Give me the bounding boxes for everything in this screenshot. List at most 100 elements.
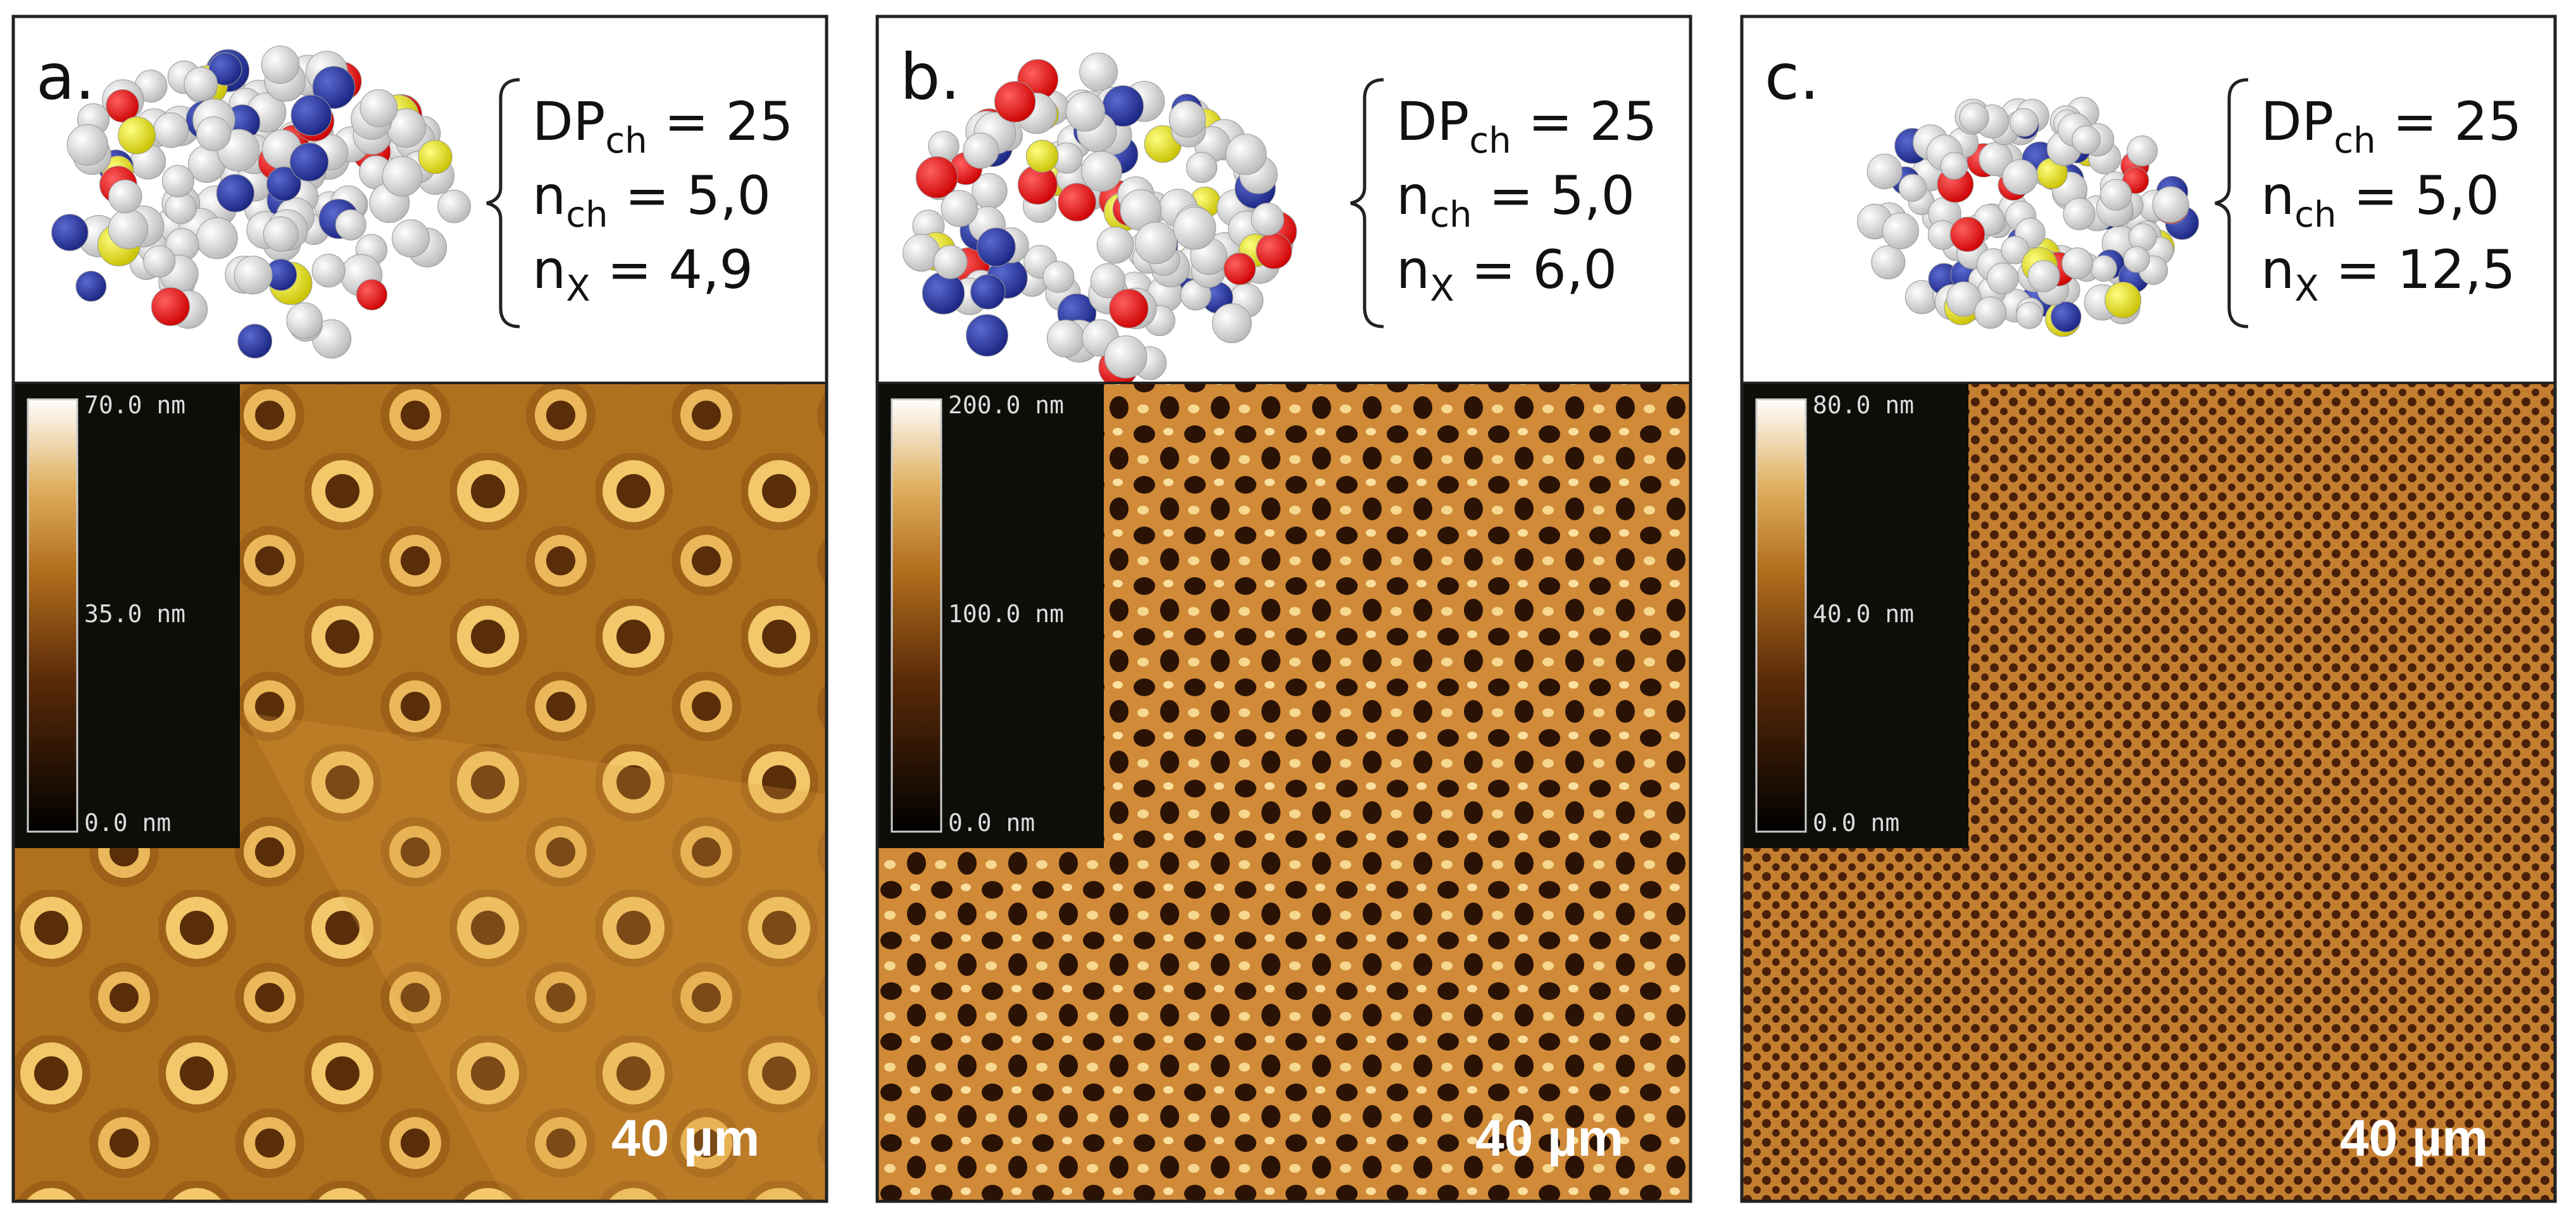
atom <box>266 166 301 201</box>
parameter-value: = 4,9 <box>591 239 753 301</box>
atom <box>1091 263 1126 299</box>
atom <box>66 124 108 166</box>
brace <box>486 78 520 328</box>
atom <box>977 227 1016 267</box>
brace <box>1350 78 1384 328</box>
panel-border <box>875 15 1692 1203</box>
atom <box>106 89 139 123</box>
colorbar-min: 0.0 nm <box>1813 809 1899 837</box>
atom <box>1104 335 1147 378</box>
afm-terrace <box>241 712 827 1201</box>
atom <box>1134 222 1177 265</box>
parameter-value: = 12,5 <box>2319 239 2516 301</box>
atom <box>286 302 323 339</box>
atom <box>263 216 299 252</box>
atom <box>1959 103 1989 133</box>
panel-label: c. <box>1765 40 1820 114</box>
atom <box>261 46 300 84</box>
atom <box>2027 259 2060 292</box>
colorbar-max: 70.0 nm <box>84 391 185 419</box>
atom <box>108 209 149 249</box>
atom <box>2002 159 2038 195</box>
atom <box>196 217 238 259</box>
atom <box>1096 226 1134 264</box>
atom <box>335 209 366 241</box>
atom <box>1940 152 1968 180</box>
scale-bar-label: 40 µm <box>1475 1110 1623 1167</box>
parameter-subscript: ch <box>1469 120 1511 161</box>
atom <box>312 66 356 109</box>
parameter-symbol: DP <box>1396 91 1469 153</box>
molecule-illustration <box>51 46 472 359</box>
parameter: nch = 5,0 <box>1396 165 1635 235</box>
atom <box>1079 53 1118 92</box>
atom <box>933 245 968 279</box>
atom <box>196 116 231 151</box>
panel-label: b. <box>900 40 960 114</box>
atom <box>2104 282 2142 319</box>
atom <box>994 81 1036 123</box>
atom <box>1974 296 2007 329</box>
parameter-subscript: ch <box>2334 120 2375 161</box>
parameter-symbol: n <box>532 239 566 301</box>
atom <box>2061 247 2094 280</box>
parameter: nX = 12,5 <box>2261 239 2515 309</box>
parameter: nch = 5,0 <box>532 165 771 235</box>
atom <box>118 116 156 154</box>
atom <box>922 272 965 315</box>
parameter: DPch = 25 <box>2261 91 2522 161</box>
parameter-value: = 5,0 <box>608 165 771 227</box>
atom <box>915 156 958 199</box>
atom <box>1109 289 1149 328</box>
parameter-value: = 25 <box>2376 91 2522 153</box>
atom <box>1986 262 2019 295</box>
atom <box>2123 246 2150 273</box>
atom <box>1173 206 1216 250</box>
atom <box>437 189 472 223</box>
parameter-symbol: n <box>1396 239 1430 301</box>
parameter-value: = 25 <box>647 91 794 153</box>
parameter-subscript: X <box>1430 268 1454 309</box>
atom <box>1042 261 1075 293</box>
colorbar <box>891 398 942 833</box>
brace <box>2215 78 2249 328</box>
atom <box>392 219 430 258</box>
atom <box>2100 178 2132 211</box>
parameter-subscript: X <box>566 268 590 309</box>
colorbar <box>1755 398 1807 833</box>
atom <box>1058 183 1097 222</box>
atom <box>151 287 191 327</box>
parameter-symbol: n <box>532 165 566 227</box>
atom <box>2090 255 2117 282</box>
atom <box>1946 281 1982 317</box>
atom <box>1025 139 1059 173</box>
panel-border <box>11 15 828 1203</box>
atom <box>237 323 273 359</box>
parameter-symbol: DP <box>532 91 605 153</box>
colorbar-min: 0.0 nm <box>948 809 1035 837</box>
atom <box>161 165 194 197</box>
atom <box>143 245 176 278</box>
parameter-value: = 6,0 <box>1454 239 1617 301</box>
panel-header-bg <box>877 16 1691 383</box>
molecule-illustration <box>1856 96 2199 337</box>
atom <box>2010 108 2039 137</box>
atom <box>418 139 453 174</box>
atom <box>234 256 273 295</box>
atom <box>941 190 979 227</box>
atom <box>1251 203 1284 236</box>
colorbar-mid: 40.0 nm <box>1813 600 1914 628</box>
atom <box>1047 319 1085 358</box>
scale-bar-label: 40 µm <box>2340 1110 2488 1167</box>
parameter-subscript: ch <box>605 120 647 161</box>
atom <box>153 112 189 148</box>
atom <box>108 179 142 213</box>
colorbar-mid: 100.0 nm <box>948 600 1064 628</box>
scale-bar-label: 40 µm <box>611 1110 760 1167</box>
atom <box>1866 153 1903 189</box>
atom <box>165 192 197 224</box>
